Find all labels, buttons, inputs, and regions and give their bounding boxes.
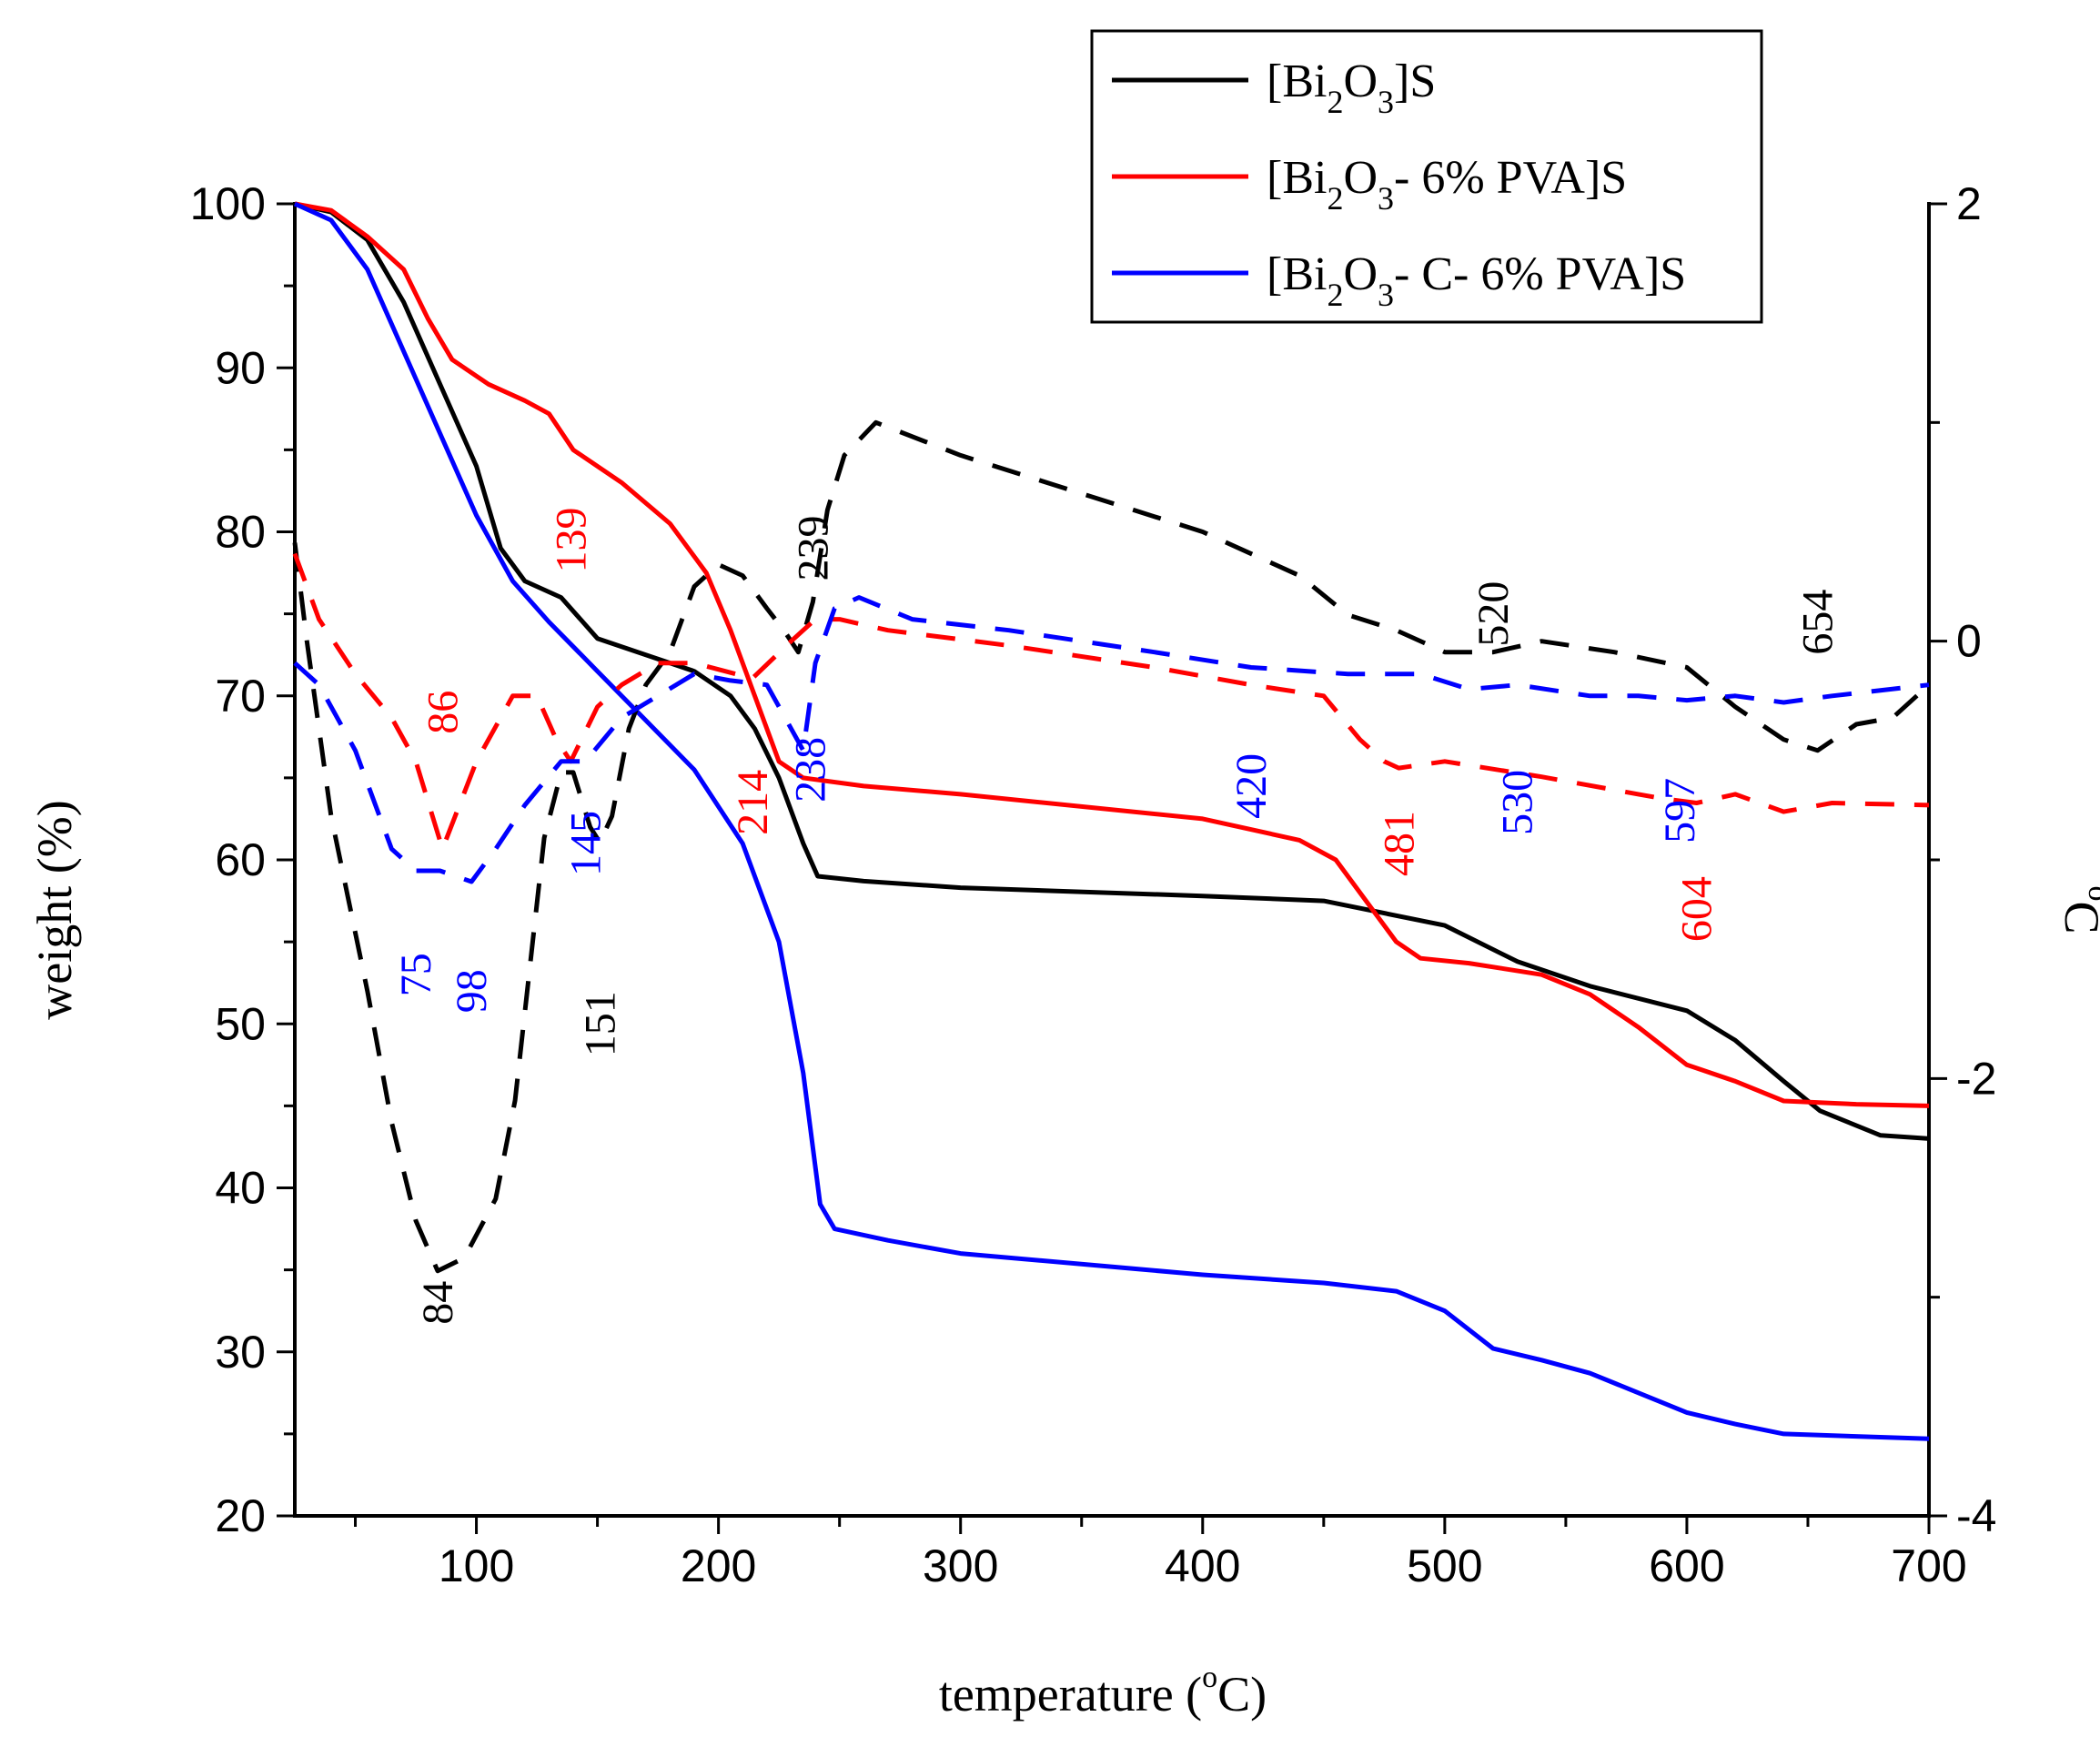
- peak-annotation: 238: [787, 737, 835, 803]
- peak-annotation: 481: [1375, 811, 1423, 876]
- legend-label-part: 2: [1327, 84, 1343, 120]
- x-tick-label: 400: [1165, 1540, 1240, 1591]
- peak-annotation: 530: [1494, 770, 1542, 835]
- peak-annotation: 520: [1469, 581, 1518, 647]
- x-axis-title: temperature (oC): [939, 1661, 1267, 1722]
- series-line-black-weight: [294, 201, 1930, 1141]
- peak-annotation: 84: [414, 1281, 462, 1325]
- y-tick-label: 50: [215, 998, 266, 1049]
- legend-label-part: O: [1343, 248, 1378, 300]
- legend: [Bi2O3]S[Bi2O3- 6% PVA]S[Bi2O3- C- 6% PV…: [1090, 29, 1763, 324]
- legend-label-part: 2: [1327, 180, 1343, 217]
- legend-label-part: 3: [1378, 277, 1394, 313]
- y2-tick-label: -2: [1956, 1053, 1996, 1104]
- x-tick-label: 500: [1407, 1540, 1482, 1591]
- peak-annotation: 654: [1794, 590, 1843, 655]
- series-line-black-dta: [292, 419, 1931, 1274]
- y-tick-label: 40: [215, 1163, 266, 1214]
- y-tick-label: 100: [190, 178, 266, 229]
- axis-titles: temperature (oC) weight (%) oC: [27, 800, 2100, 1722]
- y2-tick-label: 2: [1956, 178, 1982, 229]
- legend-label-part: ]S: [1394, 56, 1436, 107]
- y-tick-label: 70: [215, 671, 266, 722]
- y-tick-label: 30: [215, 1327, 266, 1378]
- series-line-blue-dta: [293, 595, 1930, 884]
- peak-annotation: 86: [419, 691, 467, 734]
- y2-tick-label: -4: [1956, 1490, 1996, 1541]
- series-line-red-dta: [292, 552, 1930, 852]
- y2-tick-label: 0: [1956, 616, 1982, 667]
- legend-label-part: [Bi: [1267, 248, 1327, 300]
- y-tick-label: 60: [215, 834, 266, 885]
- y-tick-label: 80: [215, 507, 266, 558]
- peak-annotation: 214: [729, 770, 777, 835]
- x-tick-label: 100: [439, 1540, 514, 1591]
- peak-annotation: 98: [448, 969, 496, 1013]
- legend-label-part: - C- 6% PVA]S: [1394, 248, 1686, 300]
- x-tick-label: 200: [681, 1540, 756, 1591]
- legend-label-part: 3: [1378, 180, 1394, 217]
- y-axis-title: weight (%): [27, 800, 82, 1019]
- peak-annotation: 139: [547, 508, 595, 573]
- legend-label-part: [Bi: [1267, 152, 1327, 204]
- peak-annotation: 239: [789, 516, 837, 581]
- legend-label-part: 3: [1378, 84, 1394, 120]
- peak-annotation: 145: [561, 811, 610, 876]
- series-group: [292, 201, 1931, 1441]
- x-tick-label: 300: [923, 1540, 998, 1591]
- peak-annotation: 75: [392, 953, 440, 996]
- peak-annotation: 420: [1227, 753, 1276, 819]
- x-tick-label: 600: [1649, 1540, 1724, 1591]
- y-tick-label: 20: [215, 1490, 266, 1541]
- plot-frame: [293, 202, 1931, 1518]
- y-tick-label: 90: [215, 342, 266, 393]
- legend-label-blue: [Bi2O3- C- 6% PVA]S: [1267, 248, 1686, 313]
- peak-annotation: 604: [1673, 876, 1721, 942]
- annotations-group: 84 151 239 520 654 86 139 214 481 604 75 98 145 238 42…: [392, 508, 1843, 1325]
- legend-label-part: 2: [1327, 277, 1343, 313]
- x-tick-label: 700: [1891, 1540, 1966, 1591]
- legend-label-red: [Bi2O3- 6% PVA]S: [1267, 152, 1627, 217]
- legend-label-black: [Bi2O3]S: [1267, 56, 1436, 120]
- legend-label-part: [Bi: [1267, 56, 1327, 107]
- series-line-blue-weight: [293, 201, 1930, 1441]
- legend-label-part: O: [1343, 152, 1378, 204]
- series-line-red-weight: [294, 201, 1930, 1108]
- legend-label-part: O: [1343, 56, 1378, 107]
- peak-annotation: 151: [576, 991, 624, 1056]
- peak-annotation: 597: [1656, 778, 1704, 843]
- y2-axis-title: oC: [2055, 885, 2100, 934]
- legend-label-part: - 6% PVA]S: [1394, 152, 1627, 204]
- axis-ticks: 100 200 300 400 500 600 7002030405060708090100…: [190, 178, 1997, 1591]
